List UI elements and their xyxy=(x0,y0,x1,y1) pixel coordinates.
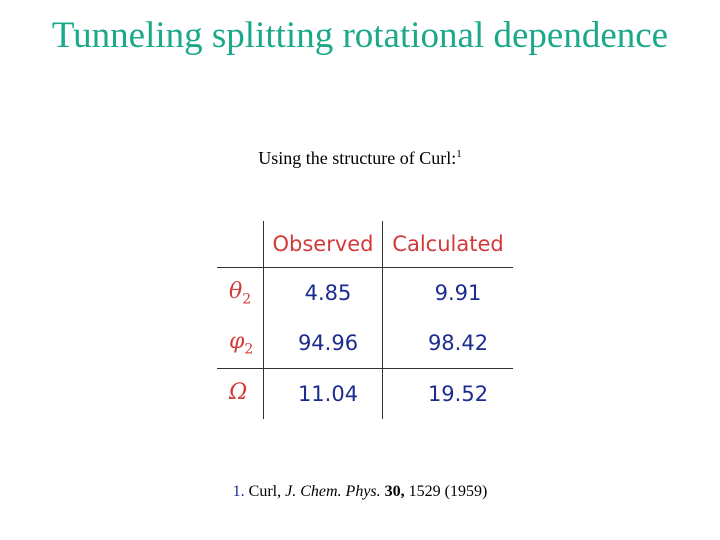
header-empty xyxy=(217,221,264,268)
citation-number: 1. xyxy=(232,483,245,500)
intro-label: Using the structure of Curl: xyxy=(258,148,457,168)
slide-title: Tunneling splitting rotational dependenc… xyxy=(51,15,669,56)
reference-superscript: 1 xyxy=(456,148,462,160)
header-observed: Observed xyxy=(263,221,383,268)
citation-journal: J. Chem. Phys. xyxy=(285,483,381,500)
citation-volume: 30, xyxy=(380,483,405,500)
observed-value: 4.85 xyxy=(263,267,383,318)
calculated-value: 98.42 xyxy=(427,331,489,355)
table-header-row: Observed Calculated xyxy=(217,221,513,268)
row-label-theta: θ2 xyxy=(217,267,264,318)
observed-value: 94.96 xyxy=(263,318,383,369)
observed-value: 11.04 xyxy=(263,368,383,419)
citation-pages-year: 1529 (1959) xyxy=(404,483,488,500)
row-label-omega: Ω xyxy=(217,368,264,419)
table-row: Ω 11.04 19.52 xyxy=(217,368,513,419)
header-calculated: Calculated xyxy=(382,221,513,268)
intro-text: Using the structure of Curl:1 xyxy=(0,143,720,169)
calculated-value: 19.52 xyxy=(382,368,513,419)
calculated-value: 9.91 xyxy=(434,281,482,305)
table-row: θ2 4.85 9.91 xyxy=(217,267,513,318)
table-row: φ2 94.96 98.42 xyxy=(217,318,513,369)
row-label-phi: φ2 xyxy=(217,318,264,369)
citation: 1. Curl, J. Chem. Phys. 30, 1529 (1959) xyxy=(0,483,720,501)
citation-author: Curl, xyxy=(244,483,286,500)
results-table: Observed Calculated θ2 4.85 9.91 φ2 94.9… xyxy=(217,221,513,419)
